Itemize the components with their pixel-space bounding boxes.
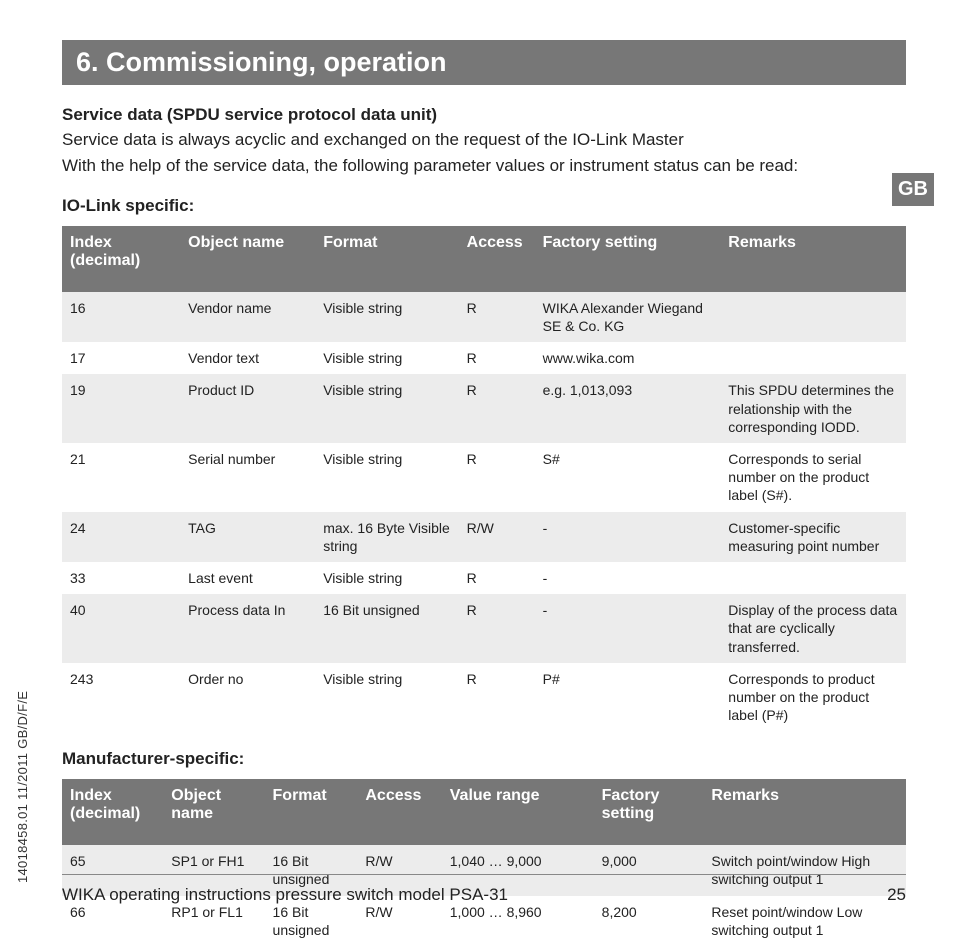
footer-page-number: 25	[887, 885, 906, 905]
table1-title: IO-Link specific:	[62, 196, 906, 216]
table-cell: R	[459, 443, 535, 512]
section-header: 6. Commissioning, operation	[62, 40, 906, 85]
table-column-header: Factory setting	[594, 779, 704, 845]
table-cell: 16 Bit unsigned	[315, 594, 458, 663]
table-cell: TAG	[180, 512, 315, 562]
table-cell: Visible string	[315, 663, 458, 732]
table-column-header: Access	[357, 779, 441, 845]
table-cell: Display of the process data that are cyc…	[720, 594, 906, 663]
table-cell: Corresponds to product number on the pro…	[720, 663, 906, 732]
table-row: 16Vendor nameVisible stringRWIKA Alexand…	[62, 292, 906, 342]
table-cell: Visible string	[315, 443, 458, 512]
table-cell: Last event	[180, 562, 315, 594]
table-column-header: Object name	[163, 779, 264, 845]
table-cell: -	[535, 594, 721, 663]
table-cell: S#	[535, 443, 721, 512]
table-cell: e.g. 1,013,093	[535, 374, 721, 443]
table-cell: Visible string	[315, 342, 458, 374]
table-cell: Visible string	[315, 292, 458, 342]
table-cell: -	[535, 562, 721, 594]
table-cell: WIKA Alexander Wiegand SE & Co. KG	[535, 292, 721, 342]
table-column-header: Access	[459, 226, 535, 292]
table-cell: R	[459, 374, 535, 443]
table-column-header: Format	[315, 226, 458, 292]
table-cell	[720, 342, 906, 374]
table-column-header: Index (decimal)	[62, 779, 163, 845]
table-column-header: Object name	[180, 226, 315, 292]
table-cell: R	[459, 292, 535, 342]
table-cell: 19	[62, 374, 180, 443]
table2-title: Manufacturer-specific:	[62, 749, 906, 769]
table-header-row: Index (decimal)Object nameFormatAccessVa…	[62, 779, 906, 845]
table-cell: Product ID	[180, 374, 315, 443]
side-doc-code: 14018458.01 11/2011 GB/D/F/E	[15, 691, 30, 883]
table-cell: Serial number	[180, 443, 315, 512]
table-cell: Visible string	[315, 374, 458, 443]
table-row: 33Last eventVisible stringR-	[62, 562, 906, 594]
table-cell: Corresponds to serial number on the prod…	[720, 443, 906, 512]
table-cell: Vendor name	[180, 292, 315, 342]
table-cell: Customer-specific measuring point number	[720, 512, 906, 562]
table-cell: 16	[62, 292, 180, 342]
manufacturer-table: Index (decimal)Object nameFormatAccessVa…	[62, 779, 906, 946]
table-column-header: Remarks	[720, 226, 906, 292]
table-cell: R	[459, 562, 535, 594]
table-cell: This SPDU determines the relationship wi…	[720, 374, 906, 443]
table-cell: -	[535, 512, 721, 562]
table-cell: R	[459, 342, 535, 374]
service-data-block: Service data (SPDU service protocol data…	[62, 105, 906, 178]
table-cell: R	[459, 663, 535, 732]
table-row: 17Vendor textVisible stringRwww.wika.com	[62, 342, 906, 374]
table-column-header: Remarks	[703, 779, 906, 845]
table-row: 19Product IDVisible stringRe.g. 1,013,09…	[62, 374, 906, 443]
table-row: 243Order noVisible stringRP#Corresponds …	[62, 663, 906, 732]
table-column-header: Format	[265, 779, 358, 845]
service-data-heading: Service data (SPDU service protocol data…	[62, 105, 906, 125]
table-column-header: Index (decimal)	[62, 226, 180, 292]
language-badge: GB	[892, 173, 934, 206]
table-column-header: Value range	[442, 779, 594, 845]
table-cell	[720, 292, 906, 342]
table-cell: 33	[62, 562, 180, 594]
table-cell: Visible string	[315, 562, 458, 594]
table-cell: Process data In	[180, 594, 315, 663]
table-row: 21Serial numberVisible stringRS#Correspo…	[62, 443, 906, 512]
table-cell	[720, 562, 906, 594]
page-footer: WIKA operating instructions pressure swi…	[62, 874, 906, 905]
table-row: 24TAGmax. 16 Byte Visible stringR/W-Cust…	[62, 512, 906, 562]
table-cell: 17	[62, 342, 180, 374]
table-cell: Vendor text	[180, 342, 315, 374]
table-cell: P#	[535, 663, 721, 732]
table-cell: 40	[62, 594, 180, 663]
service-data-line1: Service data is always acyclic and excha…	[62, 129, 906, 152]
io-link-table: Index (decimal)Object nameFormatAccessFa…	[62, 226, 906, 731]
table-cell: 21	[62, 443, 180, 512]
table-cell: Order no	[180, 663, 315, 732]
table-cell: R/W	[459, 512, 535, 562]
footer-doc-title: WIKA operating instructions pressure swi…	[62, 885, 508, 905]
table-row: 40Process data In16 Bit unsignedR-Displa…	[62, 594, 906, 663]
table-column-header: Factory setting	[535, 226, 721, 292]
table-cell: www.wika.com	[535, 342, 721, 374]
table-cell: 24	[62, 512, 180, 562]
table-cell: R	[459, 594, 535, 663]
table-cell: max. 16 Byte Visible string	[315, 512, 458, 562]
table-header-row: Index (decimal)Object nameFormatAccessFa…	[62, 226, 906, 292]
service-data-line2: With the help of the service data, the f…	[62, 155, 906, 178]
table-cell: 243	[62, 663, 180, 732]
